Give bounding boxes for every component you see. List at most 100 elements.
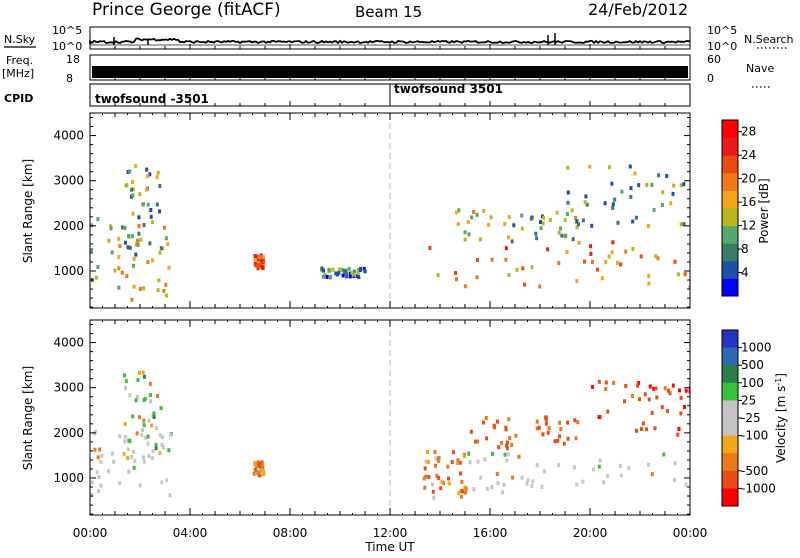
power-echo-cell xyxy=(327,267,331,272)
velocity-echo-cell xyxy=(566,420,570,425)
power-echo-cell xyxy=(162,289,166,293)
power-echo-cell xyxy=(352,272,355,277)
power-echo-cell xyxy=(130,234,134,239)
power-echo-cell xyxy=(456,222,460,226)
power-echo-cell xyxy=(563,218,567,223)
power-echo-cell xyxy=(548,218,552,222)
velocity-colorbar-tick-label: -25 xyxy=(741,411,761,425)
velocity-echo-cell xyxy=(526,478,530,483)
power-echo-cell xyxy=(482,209,486,213)
power-echo-cell xyxy=(322,274,325,279)
power-echo-cell xyxy=(90,223,93,228)
velocity-echo-cell xyxy=(531,479,535,484)
power-echo-cell xyxy=(130,297,134,302)
power-echo-cell xyxy=(624,249,628,254)
velocity-echo-cell xyxy=(99,483,103,488)
velocity-echo-cell xyxy=(668,391,672,396)
power-echo-cell xyxy=(128,169,132,174)
power-echo-cell xyxy=(542,215,545,220)
power-echo-cell xyxy=(647,273,651,278)
power-echo-cell xyxy=(126,245,130,250)
power-echo-cell xyxy=(155,202,159,207)
nsearch-label: N.Search xyxy=(744,33,794,46)
velocity-colorbar-tick-label: 100 xyxy=(741,376,764,390)
power-echo-cell xyxy=(357,275,361,280)
velocity-echo-cell xyxy=(556,438,560,443)
velocity-echo-cell xyxy=(542,469,546,474)
velocity-echo-cell xyxy=(636,383,640,388)
velocity-echo-cell xyxy=(508,436,512,440)
velocity-echo-cell xyxy=(124,378,128,383)
velocity-echo-cell xyxy=(135,431,139,436)
velocity-echo-cell xyxy=(462,454,466,458)
velocity-echo-cell xyxy=(619,473,623,478)
velocity-echo-cell xyxy=(252,471,256,476)
velocity-echo-cell xyxy=(258,469,262,474)
velocity-echo-cell xyxy=(604,387,608,391)
velocity-echo-cell xyxy=(618,463,622,468)
velocity-echo-cell xyxy=(146,441,150,446)
velocity-echo-cell xyxy=(535,426,539,431)
power-echo-cell xyxy=(590,223,594,228)
power-echo-cell xyxy=(134,242,138,247)
velocity-ytick-label: 2000 xyxy=(53,426,84,440)
velocity-echo-cell xyxy=(431,489,435,494)
velocity-echo-cell xyxy=(165,478,168,483)
power-echo-cell xyxy=(334,271,338,276)
date-title: 24/Feb/2012 xyxy=(588,0,688,19)
power-echo-cell xyxy=(166,242,170,247)
power-echo-cell xyxy=(117,266,121,271)
power-echo-cell xyxy=(348,274,352,279)
velocity-echo-cell xyxy=(469,429,473,434)
power-echo-cell xyxy=(535,236,539,241)
nave-label: Nave xyxy=(746,62,774,75)
velocity-echo-cell xyxy=(597,379,601,384)
velocity-echo-cell xyxy=(152,415,156,419)
freq-label-2: [MHz] xyxy=(2,67,34,80)
velocity-echo-cell xyxy=(559,427,563,432)
velocity-echo-cell xyxy=(90,493,94,497)
power-echo-cell xyxy=(620,189,624,194)
velocity-echo-cell xyxy=(140,432,144,437)
power-echo-cell xyxy=(125,274,129,279)
velocity-echo-cell xyxy=(142,374,146,379)
power-echo-cell xyxy=(256,261,260,266)
velocity-colorbar-tick-label: 25 xyxy=(741,393,756,407)
velocity-echo-cell xyxy=(154,446,158,451)
velocity-echo-cell xyxy=(431,482,434,487)
power-echo-cell xyxy=(581,218,585,223)
velocity-echo-cell xyxy=(464,490,468,495)
power-echo-cell xyxy=(466,219,470,224)
velocity-echo-cell xyxy=(547,426,551,431)
power-echo-cell xyxy=(629,186,633,191)
power-colorbar-tick-label: 4 xyxy=(741,266,749,280)
velocity-echo-cell xyxy=(606,409,610,414)
power-echo-cell xyxy=(165,293,168,298)
velocity-echo-cell xyxy=(146,434,150,439)
velocity-echo-cell xyxy=(262,472,266,477)
velocity-colorbar-tick-label: -500 xyxy=(741,464,768,478)
power-echo-cell xyxy=(131,193,135,198)
power-echo-cell xyxy=(571,237,575,242)
velocity-echo-cell xyxy=(663,386,667,391)
velocity-echo-cell xyxy=(152,411,156,416)
power-echo-cell xyxy=(363,269,367,274)
velocity-echo-cell xyxy=(126,455,130,460)
power-echo-cell xyxy=(156,288,160,293)
velocity-echo-cell xyxy=(423,466,427,471)
power-echo-cell xyxy=(331,267,335,272)
power-echo-cell xyxy=(637,183,641,188)
power-echo-cell xyxy=(467,232,471,237)
velocity-echo-cell xyxy=(472,487,476,492)
power-echo-cell xyxy=(107,238,111,243)
power-colorbar-tick-label: 16 xyxy=(741,195,756,209)
velocity-echo-cell xyxy=(573,418,577,423)
power-colorbar-label: Power [dB] xyxy=(757,178,771,243)
velocity-echo-cell xyxy=(93,447,97,452)
velocity-echo-cell xyxy=(677,427,681,431)
velocity-echo-cell xyxy=(127,469,131,474)
power-echo-cell xyxy=(539,220,542,225)
power-echo-cell xyxy=(475,275,479,280)
velocity-echo-cell xyxy=(641,421,645,426)
